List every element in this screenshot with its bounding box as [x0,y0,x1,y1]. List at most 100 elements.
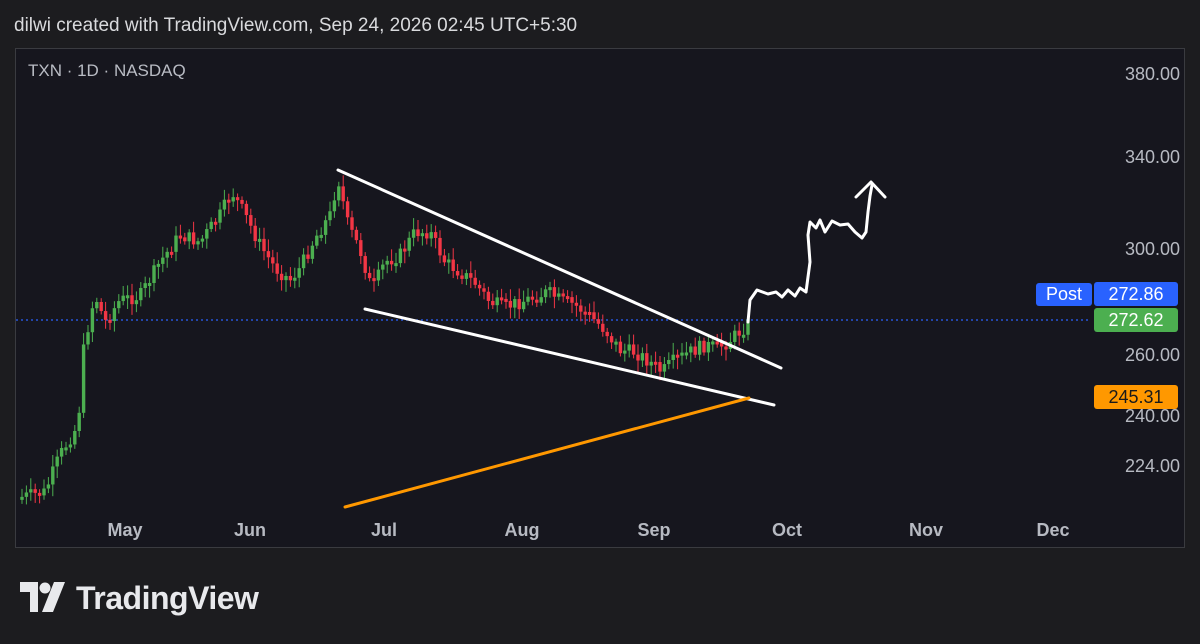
candle-body [385,260,389,265]
candle-body [86,332,90,345]
candle-body [623,350,627,354]
candle-body [715,341,719,345]
chart-svg[interactable]: 380.00 340.00 300.00 260.00 240.00 224.00 May J… [16,49,1184,547]
candle-body [187,232,191,242]
candle-body [275,263,279,274]
candle-body [244,203,249,216]
candle-body [557,293,561,297]
candle-body [451,259,455,272]
candle-body [398,248,403,264]
candle-body [271,257,275,264]
candle-body [297,268,301,278]
candle-body [161,257,165,264]
candle-body [561,293,565,297]
candle-body [733,330,737,342]
candle-body [240,199,244,204]
candle-body [719,342,724,347]
candle-body [174,235,178,252]
candle-body [279,273,284,281]
y-tick-label: 260.00 [1125,345,1180,365]
candle-body [147,283,152,287]
candle-body [579,305,583,312]
candle-body [284,275,288,281]
candle-body [51,466,55,485]
candle-body [587,311,592,315]
candle-body [693,346,697,355]
candle-body [37,492,42,496]
candle-body [389,260,394,265]
candle-body [152,265,156,284]
candle-body [438,237,442,256]
candle-body [354,229,359,241]
candle-body [231,197,235,202]
candle-body [746,319,750,335]
candle-body [372,278,376,282]
candle-body [508,300,513,308]
price-badge-value: 272.86 [1108,284,1163,304]
candle-body [266,251,271,258]
candle-body [658,362,662,372]
candle-body [618,341,623,354]
candle-body [535,299,539,303]
candle-body [59,447,64,457]
candle-body [165,251,169,258]
candle-body [653,361,658,365]
candle-body [411,229,416,238]
candle-body [95,301,99,309]
candle-body [222,199,227,210]
candle-body [103,311,108,320]
candle-body [662,364,667,372]
candle-body [213,221,218,225]
candle-body [539,297,543,303]
chart-area[interactable]: 380.00 340.00 300.00 260.00 240.00 224.00 May J… [15,48,1185,548]
candle-body [548,287,552,291]
projection-arrowhead-icon [854,180,887,199]
candle-body [139,287,143,301]
candle-body [504,298,508,302]
candle-body [77,412,81,431]
candle-body [301,254,306,269]
candle-body [711,341,715,345]
wedge-upper-trendline [336,168,783,370]
projection-path [746,183,874,324]
candle-body [169,251,174,255]
wedge-lower-trendline [363,307,776,407]
support-trendline [343,396,751,509]
candle-body [328,211,332,221]
candle-body [156,263,161,267]
price-badge [1094,282,1178,306]
candle-body [407,237,411,251]
candle-body [671,354,675,360]
candle-body [306,254,310,259]
candle-body [601,323,605,332]
candle-body [117,301,121,309]
candle-body [680,352,684,356]
candle-body [20,496,24,500]
post-badge [1036,283,1092,306]
candle-body [570,297,574,303]
candle-body [605,331,609,337]
candle-body [543,289,548,298]
price-badge-value: 245.31 [1108,387,1163,407]
candle-body [689,346,693,353]
symbol-label: TXN · 1D · NASDAQ [28,61,186,80]
candle-body [491,300,495,306]
candle-body [702,340,706,353]
y-tick-label: 240.00 [1125,406,1180,426]
candle-body [469,273,473,278]
candle-body [724,346,728,350]
candle-body [367,272,372,279]
candle-body [482,288,486,292]
candle-body [341,186,345,202]
candle-body [99,301,103,312]
candle-body [464,273,469,279]
candle-body [667,359,671,365]
candle-body [737,330,741,336]
candle-body [332,200,337,212]
candle-body [675,354,680,358]
x-tick-label: May [107,520,142,540]
candle-body [42,488,46,496]
candle-body [262,238,266,252]
candle-body [420,233,425,237]
candle-body [249,215,253,226]
